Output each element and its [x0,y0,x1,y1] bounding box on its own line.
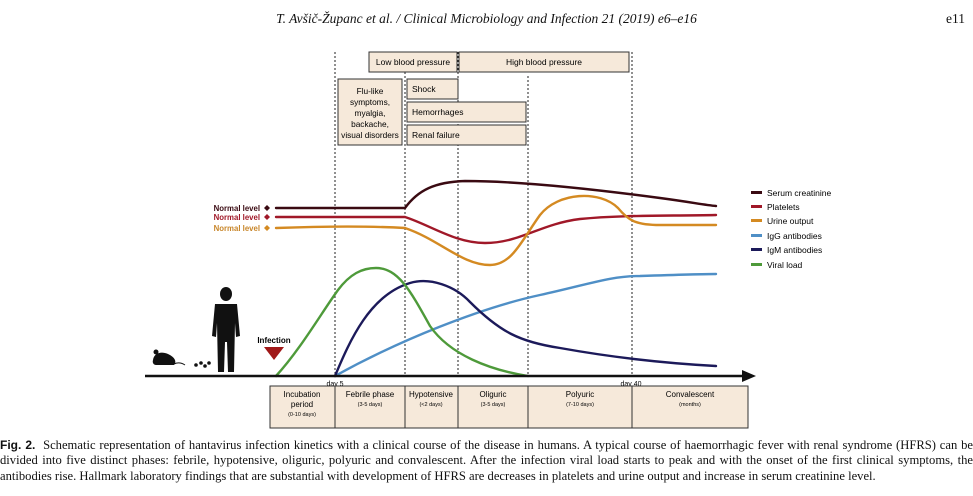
phase-incubation-name: Incubation [284,390,321,399]
caption-text: Schematic representation of hantavirus i… [0,438,973,483]
normal-level-urine: Normal level [214,224,260,233]
low-bp-label: Low blood pressure [376,57,450,67]
phase-febrile-duration: (3-5 days) [358,402,383,408]
phase-oliguric-name: Oliguric [479,390,506,399]
legend-label-urine: Urine output [767,216,814,226]
low-bp-box [368,51,458,73]
flu-line-3: myalgia, [355,108,386,118]
phase-boxes: Incubation period (0-10 days) Febrile ph… [269,385,749,429]
caption-label: Fig. 2. [0,438,36,452]
legend-label-viral: Viral load [767,260,803,270]
hfrs-kinetics-figure: Low blood pressure High blood pressure F… [145,51,832,429]
flu-line-4: backache, [351,119,389,129]
marker-platelets [264,214,270,220]
high-bp-label: High blood pressure [506,57,582,67]
hemorrhages-label: Hemorrhages [412,107,464,117]
normal-level-platelets: Normal level [214,213,260,222]
normal-level-markers [264,205,270,231]
infection-triangle [264,347,284,360]
axis-arrowhead [742,370,756,382]
platelets-curve [274,213,718,245]
phase-incubation-duration: (0-10 days) [288,412,316,418]
urine-output-curve [274,194,718,267]
flu-like-box [337,78,403,146]
legend-label-igm: IgM antibodies [767,245,822,255]
phase-polyuric-duration: (7-10 days) [566,402,594,408]
phase-oliguric-duration: (3-5 days) [481,402,506,408]
shock-label: Shock [412,84,436,94]
human-silhouette-icon [212,287,240,372]
viral-load-curve [274,266,530,378]
infection-label: Infection [257,336,290,345]
legend-swatch-viral [751,263,762,266]
phase-polyuric-name: Polyuric [566,390,594,399]
legend-swatch-igg [751,234,762,237]
flu-line-2: symptoms, [350,97,390,107]
legend-swatch-urine [751,219,762,222]
page-number: e11 [946,11,965,26]
legend-swatch-platelets [751,205,762,208]
legend-label-platelets: Platelets [767,202,800,212]
renal-failure-label: Renal failure [412,130,460,140]
phase-febrile-name: Febrile phase [346,390,395,399]
marker-urine [264,225,270,231]
rodent-icon [152,349,211,368]
figure-caption: Fig. 2. Schematic representation of hant… [0,438,973,496]
legend-label-igg: IgG antibodies [767,231,822,241]
flu-line-5: visual disorders [341,130,399,140]
running-head: T. Avšič-Županc et al. / Clinical Microb… [276,11,697,26]
hemorrhages-box [406,101,527,123]
legend-swatch-igm [751,248,762,251]
day5-label: day 5 [326,381,343,388]
serum-creatinine-curve [274,179,718,210]
flu-line-1: Flu-like [357,86,384,96]
phase-convalescent-duration: (months) [679,402,701,408]
igg-antibodies-curve [333,272,718,378]
shock-box [406,78,459,100]
phase-hypotensive-duration: (<2 days) [419,402,442,408]
kinetics-curves [274,179,718,378]
day40-label: day 40 [620,381,641,388]
phase-convalescent-name: Convalescent [666,390,715,399]
legend-swatch-creatinine [751,191,762,194]
marker-creatinine [264,205,270,211]
legend: Serum creatinine Platelets Urine output … [751,188,832,270]
igm-antibodies-curve [333,279,718,378]
phase-strip [269,385,749,429]
renal-failure-box [406,124,527,146]
phase-hypotensive-name: Hypotensive [409,390,454,399]
phase-incubation-name2: period [291,400,313,409]
legend-label-creatinine: Serum creatinine [767,188,832,198]
normal-level-creatinine: Normal level [214,204,260,213]
high-bp-box [458,51,630,73]
page-header: T. Avšič-Županc et al. / Clinical Microb… [0,11,973,29]
